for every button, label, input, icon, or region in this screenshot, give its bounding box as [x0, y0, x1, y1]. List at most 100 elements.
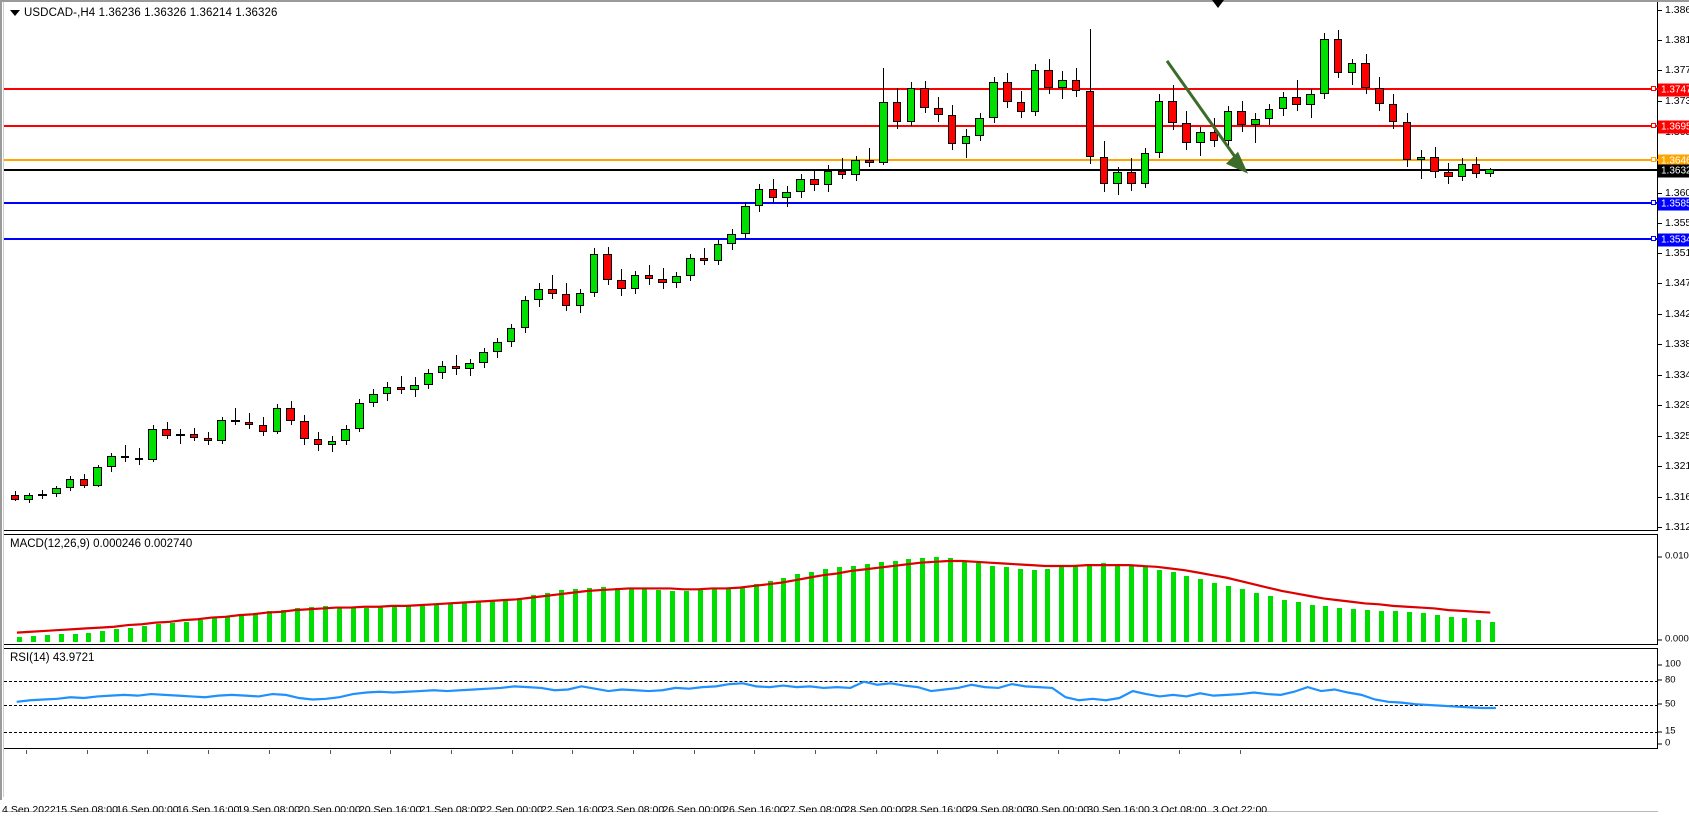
price-line-support-1[interactable]: [4, 202, 1658, 204]
candle-bullish: [1485, 168, 1494, 174]
price-label-current[interactable]: 1.36326: [1658, 164, 1689, 178]
candle-wick: [456, 355, 457, 375]
macd-bar: [1254, 592, 1260, 642]
macd-bar: [1268, 596, 1274, 642]
candle-bearish: [699, 258, 709, 261]
macd-bar: [1032, 569, 1038, 642]
candle-bullish: [1320, 38, 1329, 94]
macd-bar: [128, 627, 134, 642]
macd-bar: [629, 588, 635, 642]
candle-bearish: [1471, 163, 1481, 174]
rsi-pane-axis-line: [1656, 649, 1658, 748]
candle-bullish: [424, 373, 433, 385]
macd-bar: [934, 557, 940, 642]
macd-bar: [837, 567, 843, 642]
candle-bearish: [231, 419, 240, 423]
macd-bar: [17, 636, 23, 642]
candle-bullish: [1251, 118, 1260, 125]
price-line-resistance-1[interactable]: [4, 88, 1658, 90]
rsi-pane[interactable]: RSI(14) 43.9721: [4, 648, 1658, 749]
macd-bar: [1323, 606, 1329, 642]
macd-bar: [781, 577, 787, 642]
candle-bearish: [603, 253, 612, 280]
candle-bullish: [1347, 62, 1357, 73]
macd-bar: [295, 608, 301, 642]
candle-bearish: [286, 408, 295, 422]
chevron-down-icon[interactable]: [10, 10, 20, 16]
macd-bar: [1226, 586, 1232, 642]
candle-bullish: [148, 429, 157, 461]
candle-bullish: [1195, 131, 1205, 143]
candle-bullish: [961, 135, 971, 145]
macd-bar: [990, 565, 996, 642]
macd-bar: [1407, 612, 1413, 642]
price-line-handle-resistance-1[interactable]: [1651, 86, 1656, 92]
candle-bearish: [313, 439, 323, 445]
macd-bar: [656, 590, 662, 642]
macd-bar: [823, 569, 829, 642]
macd-bar: [267, 611, 273, 642]
price-line-resistance-2[interactable]: [4, 125, 1658, 127]
candle-bearish: [1209, 131, 1219, 142]
macd-pane-axis-line: [1656, 535, 1658, 644]
candle-bullish: [713, 244, 723, 261]
candle-bearish: [837, 170, 847, 176]
candle-wick: [663, 267, 664, 289]
macd-bar: [1073, 565, 1079, 642]
macd-bar: [170, 622, 176, 642]
price-line-handle-pivot[interactable]: [1651, 157, 1656, 163]
candle-bullish: [176, 434, 185, 437]
macd-bar: [698, 590, 704, 642]
macd-bar: [1449, 616, 1455, 642]
price-tick-2: 1.37760: [1658, 64, 1689, 76]
time-tick-mark: [268, 750, 270, 754]
macd-bar: [1212, 582, 1218, 642]
price-label-pivot[interactable]: 1.36469: [1658, 154, 1689, 168]
price-line-handle-support-1[interactable]: [1651, 200, 1656, 206]
price-line-pivot[interactable]: [4, 159, 1658, 161]
rsi-axis[interactable]: 100 80 50 15 0: [1658, 648, 1689, 749]
candle-bearish: [1292, 96, 1301, 105]
time-axis[interactable]: 14 Sep 2022 15 Sep 08:00 16 Sep 00:00 16 Se…: [0, 750, 1658, 816]
macd-bar: [754, 584, 760, 642]
candle-bearish: [768, 188, 778, 198]
price-line-current[interactable]: [4, 169, 1658, 171]
candle-bearish: [1388, 103, 1398, 122]
candle-bullish: [1154, 100, 1164, 153]
trend-arrow-annotation[interactable]: [4, 2, 1658, 530]
price-pane[interactable]: USDCAD-,H4 1.36236 1.36326 1.36214 1.363…: [4, 2, 1658, 531]
macd-pane[interactable]: MACD(12,26,9) 0.000246 0.002740: [4, 534, 1658, 645]
candle-bearish: [892, 102, 902, 122]
candle-bearish: [203, 437, 213, 441]
price-line-handle-resistance-2[interactable]: [1651, 123, 1656, 129]
macd-bar: [225, 616, 231, 642]
candle-bullish: [589, 253, 599, 294]
candle-bearish: [162, 429, 171, 437]
candle-bearish: [561, 293, 571, 306]
macd-bar: [212, 618, 218, 642]
price-line-support-2[interactable]: [4, 238, 1658, 240]
macd-bar: [184, 621, 190, 642]
rsi-label: RSI(14) 43.9721: [10, 652, 95, 664]
price-label-resistance-2[interactable]: 1.36954: [1658, 120, 1689, 134]
macd-bar: [281, 609, 287, 642]
macd-bar: [86, 632, 92, 642]
candle-bearish: [1016, 102, 1026, 112]
price-tick-9: 1.34730: [1658, 277, 1689, 289]
price-label-support-1[interactable]: 1.35854: [1658, 197, 1689, 211]
candle-bullish: [989, 82, 998, 118]
price-line-handle-support-2[interactable]: [1651, 236, 1656, 242]
macd-bar: [73, 633, 79, 642]
macd-bar: [1310, 604, 1316, 642]
price-axis[interactable]: 1.386201.381901.377601.373201.368901.364…: [1658, 2, 1689, 533]
price-label-support-2[interactable]: 1.35343: [1658, 233, 1689, 247]
macd-bar: [114, 629, 120, 642]
candle-bearish: [1333, 38, 1343, 73]
candle-bearish: [644, 274, 654, 280]
macd-bar: [1143, 567, 1149, 642]
price-label-resistance-1[interactable]: 1.37476: [1658, 83, 1689, 97]
rsi-tick-15: 15: [1658, 726, 1676, 737]
candle-bullish: [741, 206, 750, 235]
macd-axis[interactable]: 0.010088 0.000222: [1658, 534, 1689, 645]
price-pane-axis-line: [1656, 2, 1658, 530]
